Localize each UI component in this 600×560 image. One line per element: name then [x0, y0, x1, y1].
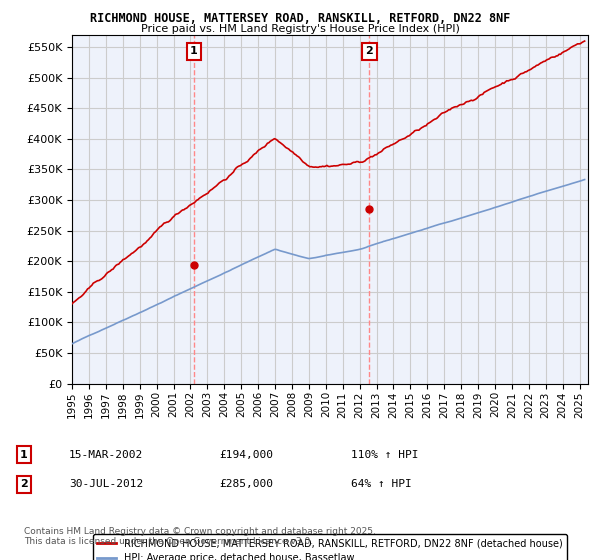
Text: 2: 2	[365, 46, 373, 56]
Text: 15-MAR-2002: 15-MAR-2002	[69, 450, 143, 460]
Text: 2: 2	[20, 479, 28, 489]
Text: 110% ↑ HPI: 110% ↑ HPI	[351, 450, 419, 460]
Text: £285,000: £285,000	[219, 479, 273, 489]
Text: 64% ↑ HPI: 64% ↑ HPI	[351, 479, 412, 489]
Text: Contains HM Land Registry data © Crown copyright and database right 2025.
This d: Contains HM Land Registry data © Crown c…	[24, 526, 376, 546]
Text: RICHMOND HOUSE, MATTERSEY ROAD, RANSKILL, RETFORD, DN22 8NF: RICHMOND HOUSE, MATTERSEY ROAD, RANSKILL…	[90, 12, 510, 25]
Text: 30-JUL-2012: 30-JUL-2012	[69, 479, 143, 489]
Text: 1: 1	[190, 46, 198, 56]
Text: 1: 1	[20, 450, 28, 460]
Text: Price paid vs. HM Land Registry's House Price Index (HPI): Price paid vs. HM Land Registry's House …	[140, 24, 460, 34]
Legend: RICHMOND HOUSE, MATTERSEY ROAD, RANSKILL, RETFORD, DN22 8NF (detached house), HP: RICHMOND HOUSE, MATTERSEY ROAD, RANSKILL…	[93, 534, 567, 560]
Text: £194,000: £194,000	[219, 450, 273, 460]
